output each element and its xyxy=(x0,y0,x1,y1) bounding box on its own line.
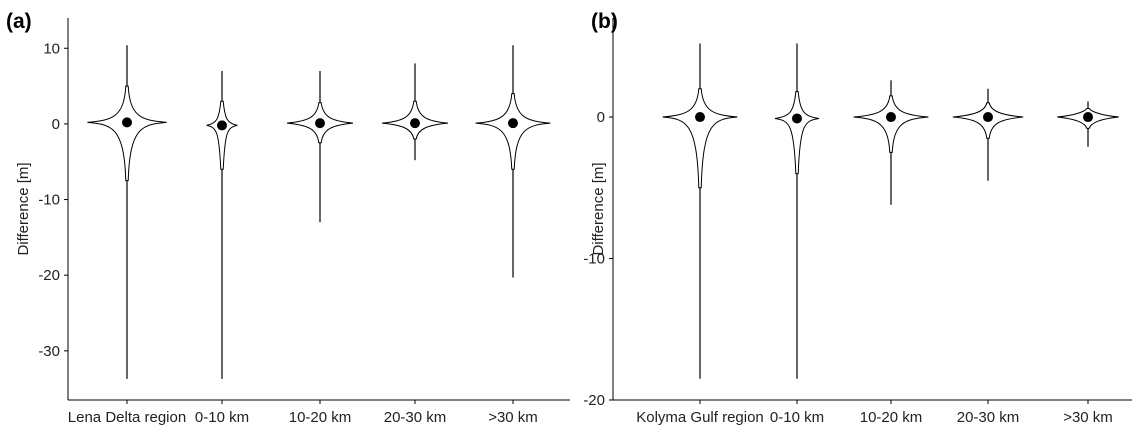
x-tick-label: >30 km xyxy=(1063,409,1113,426)
violin-body xyxy=(853,95,929,153)
x-tick-label: 0-10 km xyxy=(770,409,824,426)
y-tick-label: -20 xyxy=(583,392,605,409)
median-point xyxy=(508,118,518,129)
x-tick-label: 20-30 km xyxy=(957,409,1020,426)
x-tick-label: 0-10 km xyxy=(195,409,249,426)
median-point xyxy=(122,117,132,128)
x-tick-label: >30 km xyxy=(488,409,538,426)
median-point xyxy=(217,120,227,131)
chart-panel-2: (b) 0 -10 -20 Difference [m] Kolyma Gulf regi… xyxy=(583,10,1132,426)
y-tick-label: 10 xyxy=(43,40,60,57)
y-tick-label: 0 xyxy=(52,116,60,133)
median-point xyxy=(410,118,420,129)
x-tick-label: 20-30 km xyxy=(384,409,447,426)
violin-body xyxy=(662,88,738,189)
x-tick-label: 10-20 km xyxy=(860,409,923,426)
median-point xyxy=(315,118,325,129)
median-point xyxy=(792,113,802,124)
y-tick-label: -20 xyxy=(38,267,60,284)
y-tick-label: -30 xyxy=(38,343,60,360)
x-tick-label: Kolyma Gulf region xyxy=(636,409,764,426)
x-tick-label: 10-20 km xyxy=(289,409,352,426)
violin-body xyxy=(475,93,551,170)
y-tick-label: -10 xyxy=(583,251,605,268)
y-tick-label: -10 xyxy=(38,192,60,209)
y-axis-title: Difference [m] xyxy=(15,162,32,255)
median-point xyxy=(983,112,993,123)
violin-body xyxy=(774,91,820,175)
chart-panel-1: (a) 10 0 -10 -20 -30 Difference [m] Lena Delta … xyxy=(6,10,570,426)
y-axis-title: Difference [m] xyxy=(590,162,607,255)
median-point xyxy=(1083,112,1093,123)
violin-body xyxy=(87,85,167,182)
median-point xyxy=(886,112,896,123)
y-tick-label: 0 xyxy=(597,109,605,126)
panel-label: (b) xyxy=(591,10,618,33)
x-tick-label: Lena Delta region xyxy=(68,409,186,426)
panel-label: (a) xyxy=(6,10,32,33)
median-point xyxy=(695,112,705,123)
violin-body xyxy=(206,100,238,170)
